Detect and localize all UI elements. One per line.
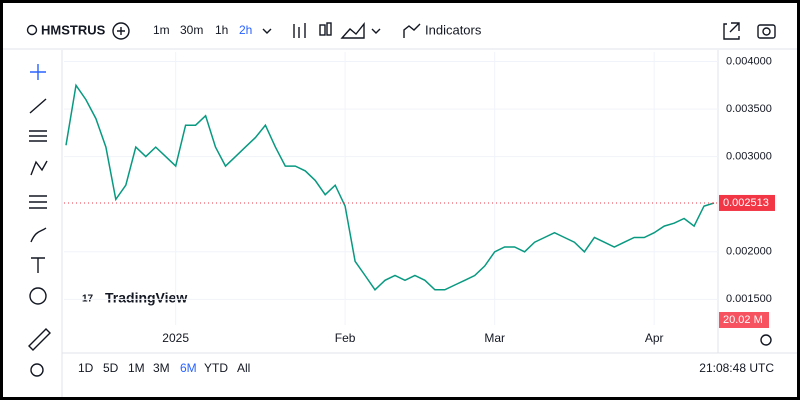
interval[interactable]: 1h [215,23,228,37]
x-tick-label: Mar [484,331,505,345]
range[interactable]: 1M [128,361,145,375]
brush-tool[interactable] [30,227,47,243]
range[interactable]: 5D [103,361,119,375]
x-tick-label: 2025 [162,331,189,345]
x-tick-label: Apr [645,331,664,345]
area-style[interactable] [340,22,365,39]
y-tick-label: 0.004000 [726,55,772,67]
settings[interactable] [760,334,772,346]
y-tick-label: 0.003000 [726,151,772,163]
interval-active[interactable]: 2h [239,23,252,37]
snapshot[interactable] [757,24,776,39]
crosshair-tool[interactable] [30,64,46,80]
clock: 21:08:48 UTC [699,361,774,375]
plot: 0.001500 0.002000 0.003000 0.003500 0.004000… [64,52,775,345]
text-tool[interactable] [31,257,45,273]
range-active[interactable]: 6M [180,361,197,375]
indicators-icon[interactable] [403,23,421,38]
bar-style[interactable] [293,23,306,38]
fullscreen[interactable] [723,22,740,40]
candle-style [326,22,332,36]
y-tick-label: 0.003500 [726,103,772,115]
zoom-tool[interactable] [30,363,44,377]
pattern-tool[interactable] [30,160,48,176]
y-tick-label: 0.001500 [726,293,772,305]
candle-style[interactable] [319,24,326,36]
indicators[interactable]: Indicators [425,22,482,37]
volume-tag [719,312,769,328]
prediction-tool[interactable] [29,195,47,209]
last-price-tag [719,194,775,211]
add-symbol-plus [117,27,125,35]
ruler-tool[interactable] [28,328,51,351]
range[interactable]: 3M [153,361,170,375]
y-tick-label: 0.002000 [726,246,772,258]
range[interactable]: 1D [78,361,94,375]
dropdown[interactable] [262,28,272,34]
price-line [65,83,715,291]
x-tick-label: Feb [335,331,356,345]
interval[interactable]: 30m [180,23,203,37]
volume-label: 20.02 M [723,314,763,326]
snapshot-lens [762,27,771,36]
last-price-label: 0.002513 [723,197,769,209]
symbol[interactable]: HMSTRUS [41,22,106,37]
fib-tool[interactable] [29,130,47,142]
watermark-bg [76,285,191,311]
dropdown[interactable] [371,28,381,34]
add-symbol[interactable] [112,22,130,40]
trendline-tool[interactable] [29,98,47,114]
range[interactable]: All [237,361,250,375]
interval[interactable]: 1m [153,23,170,37]
search-icon[interactable] [26,24,38,36]
range[interactable]: YTD [204,361,228,375]
emoji-tool[interactable] [29,287,47,305]
watermark[interactable]: TradingView [105,290,187,306]
